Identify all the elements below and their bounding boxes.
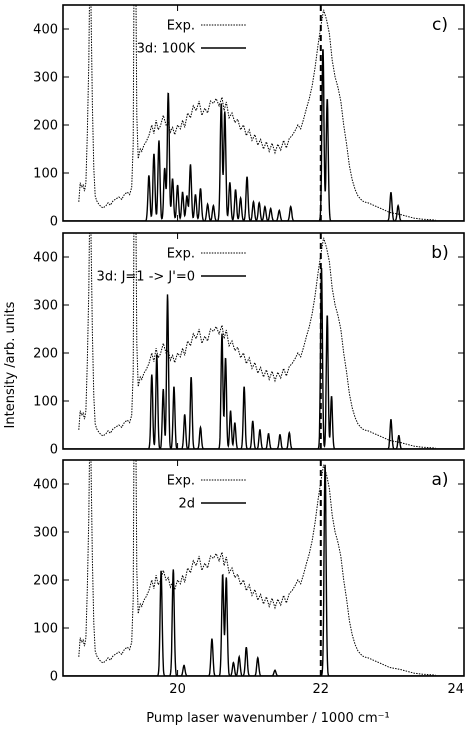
legend: Exp. 3d: 100K xyxy=(137,19,246,57)
x-tick-label: 20 xyxy=(169,682,186,697)
x-tick-label: 22 xyxy=(313,682,330,697)
y-tick-label: 400 xyxy=(33,23,58,38)
panel-tag: b) xyxy=(431,243,448,263)
legend: Exp. 3d: J=1 -> J'=0 xyxy=(97,247,246,285)
y-tick-label: 200 xyxy=(33,347,58,362)
y-axis-title: Intensity /arb. units xyxy=(3,301,18,428)
axes-frame xyxy=(62,459,465,677)
series-theory xyxy=(63,464,464,676)
axes-frame xyxy=(62,4,465,222)
y-tick-label: 300 xyxy=(33,71,58,86)
panel-a: 0 100 200 300 400 Exp. 2d a) xyxy=(33,459,465,685)
y-tick-label: 0 xyxy=(50,443,58,458)
legend-label: Exp. xyxy=(167,247,195,262)
y-tick-label: 200 xyxy=(33,574,58,589)
legend-label: 2d xyxy=(178,497,195,512)
legend-label: 3d: 100K xyxy=(137,42,196,57)
plot-area xyxy=(63,233,464,449)
panel-c: 0 100 200 300 400 Exp. 3d: 100K c) xyxy=(33,4,465,230)
series-exp xyxy=(78,233,436,449)
panel-tag: c) xyxy=(432,15,448,35)
plot-area xyxy=(63,460,464,676)
y-tick-label: 100 xyxy=(33,622,58,637)
x-tick-labels: 20 22 24 xyxy=(169,682,464,697)
y-tick-label: 200 xyxy=(33,119,58,134)
legend: Exp. 2d xyxy=(167,474,246,512)
y-tick-label: 0 xyxy=(50,215,58,230)
axes-frame xyxy=(62,232,465,450)
x-axis-title: Pump laser wavenumber / 1000 cm⁻¹ xyxy=(146,711,390,726)
x-tick-label: 24 xyxy=(447,682,464,697)
y-tick-label: 0 xyxy=(50,670,58,685)
legend-label: 3d: J=1 -> J'=0 xyxy=(97,270,195,285)
y-tick-label: 100 xyxy=(33,395,58,410)
y-tick-label: 100 xyxy=(33,167,58,182)
legend-label: Exp. xyxy=(167,19,195,34)
panel-b: 0 100 200 300 400 Exp. 3d: J=1 -> J'=0 b) xyxy=(33,232,465,458)
legend-label: Exp. xyxy=(167,474,195,489)
panel-tag: a) xyxy=(431,470,448,490)
plot-area xyxy=(63,5,464,221)
y-tick-label: 400 xyxy=(33,251,58,266)
series-exp xyxy=(78,460,436,676)
y-tick-label: 300 xyxy=(33,299,58,314)
series-theory xyxy=(63,49,464,221)
series-theory xyxy=(63,268,464,449)
y-tick-label: 300 xyxy=(33,526,58,541)
y-tick-label: 400 xyxy=(33,478,58,493)
series-exp xyxy=(78,5,436,221)
